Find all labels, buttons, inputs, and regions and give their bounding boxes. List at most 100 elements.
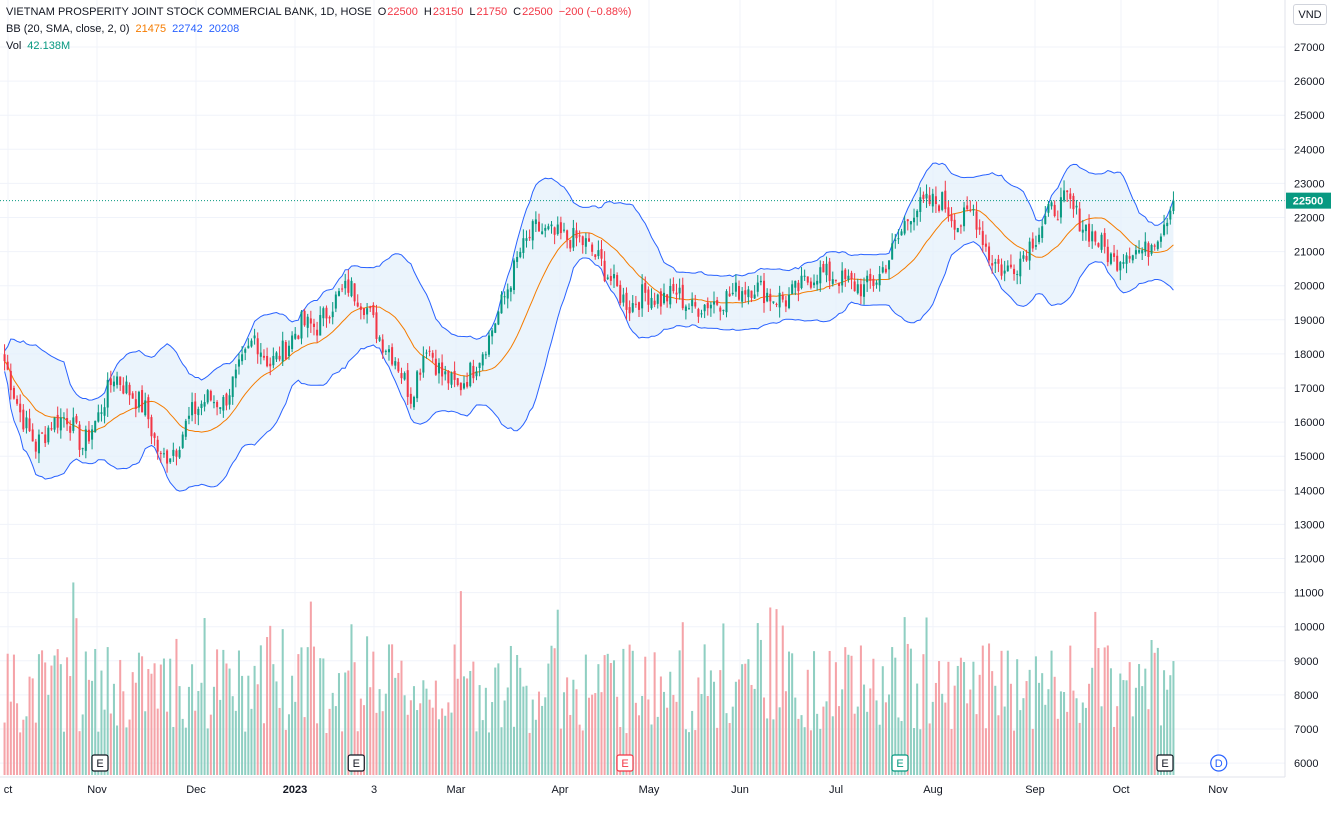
x-axis[interactable]: ct Nov Dec 2023 3 Mar Apr May Jun Jul Aug Sep Oct Nov bbox=[0, 776, 1285, 796]
volume-bar bbox=[294, 701, 297, 775]
candle-body bbox=[1063, 190, 1066, 201]
y-tick-label: 6000 bbox=[1294, 758, 1318, 770]
volume-bar bbox=[625, 733, 628, 775]
candle-body bbox=[100, 412, 103, 414]
candle-body bbox=[556, 224, 559, 235]
volume-bar bbox=[341, 731, 344, 775]
candle-body bbox=[872, 278, 875, 286]
bb-label[interactable]: BB (20, SMA, close, 2, 0) bbox=[6, 23, 130, 35]
volume-bar bbox=[459, 591, 462, 775]
volume-bar bbox=[953, 685, 956, 775]
candle-body bbox=[406, 370, 409, 397]
x-tick-label: Dec bbox=[186, 784, 206, 796]
candle-body bbox=[606, 277, 609, 279]
volume-bar bbox=[888, 694, 891, 775]
volume-bar bbox=[1053, 676, 1056, 775]
volume-bar bbox=[656, 716, 659, 775]
volume-bar bbox=[800, 715, 803, 775]
volume-bar bbox=[328, 708, 331, 775]
candle-body bbox=[62, 417, 65, 419]
y-axis[interactable]: 27000 26000 25000 24000 23000 22000 21000 20000… bbox=[1284, 0, 1325, 777]
volume-bar bbox=[1125, 680, 1128, 775]
volume-bar bbox=[1025, 681, 1028, 775]
event-label: E bbox=[1161, 758, 1168, 770]
candle-body bbox=[344, 280, 347, 289]
candle-body bbox=[753, 294, 756, 299]
candle-body bbox=[1113, 253, 1116, 257]
candle-body bbox=[875, 282, 878, 285]
candle-body bbox=[1109, 253, 1112, 264]
candle-body bbox=[425, 352, 428, 354]
candle-body bbox=[831, 279, 834, 284]
candle-body bbox=[284, 342, 287, 360]
volume-bar bbox=[506, 687, 509, 775]
volume-bar bbox=[1097, 648, 1100, 775]
volume-bar bbox=[525, 685, 528, 775]
candle-body bbox=[341, 288, 344, 290]
volume-bar bbox=[753, 688, 756, 775]
volume-bar bbox=[891, 647, 894, 775]
candle-body bbox=[816, 280, 819, 285]
candle-body bbox=[956, 227, 959, 233]
candle-body bbox=[609, 276, 612, 281]
candle-body bbox=[800, 275, 803, 289]
candle-body bbox=[687, 308, 691, 310]
volume-bar bbox=[597, 664, 600, 775]
volume-bar bbox=[384, 693, 387, 775]
volume-bar bbox=[1009, 683, 1012, 775]
candle-body bbox=[466, 382, 469, 387]
candle-body bbox=[925, 193, 928, 199]
x-tick-label: Oct bbox=[1112, 784, 1129, 796]
candle-body bbox=[497, 311, 500, 325]
volume-bar bbox=[509, 645, 512, 775]
candle-body bbox=[225, 393, 228, 406]
volume-bar bbox=[481, 720, 484, 775]
volume-bar bbox=[1000, 650, 1003, 775]
open-label: O bbox=[377, 6, 387, 18]
candle-body bbox=[625, 292, 628, 310]
volume-bar bbox=[612, 660, 616, 775]
candle-body bbox=[475, 371, 478, 377]
x-tick-label: May bbox=[639, 784, 660, 796]
volume-bar bbox=[1088, 683, 1091, 775]
volume-bar bbox=[628, 644, 631, 775]
candle-body bbox=[528, 236, 531, 239]
volume-bar bbox=[309, 601, 312, 775]
volume-bar bbox=[637, 715, 641, 775]
volume-bar bbox=[156, 708, 159, 775]
volume-bar bbox=[925, 617, 928, 775]
volume-bar bbox=[81, 714, 84, 775]
y-tick-label: 13000 bbox=[1294, 519, 1325, 531]
volume-bar bbox=[619, 726, 622, 775]
bb-fill bbox=[4, 163, 1174, 492]
volume-bar bbox=[344, 672, 347, 775]
volume-bar bbox=[941, 693, 944, 775]
volume-bar bbox=[134, 682, 137, 775]
candle-body bbox=[409, 393, 412, 404]
volume-bars bbox=[3, 582, 1175, 775]
volume-bar bbox=[334, 706, 337, 775]
candle-body bbox=[350, 280, 353, 297]
candle-body bbox=[353, 283, 356, 302]
volume-bar bbox=[47, 694, 50, 775]
candle-body bbox=[300, 311, 303, 339]
candle-body bbox=[1025, 255, 1028, 261]
candle-body bbox=[822, 263, 825, 273]
volume-bar bbox=[575, 689, 578, 775]
candle-body bbox=[400, 373, 403, 379]
volume-bar bbox=[1075, 698, 1078, 775]
x-tick-label: Nov bbox=[1208, 784, 1228, 796]
candle-body bbox=[16, 398, 19, 404]
high-label: H bbox=[423, 6, 432, 18]
volume-bar bbox=[534, 719, 537, 775]
vol-label[interactable]: Vol bbox=[6, 40, 22, 52]
volume-bar bbox=[847, 654, 850, 775]
volume-bar bbox=[694, 730, 697, 775]
currency-button[interactable]: VND bbox=[1293, 4, 1327, 25]
symbol-title[interactable]: VIETNAM PROSPERITY JOINT STOCK COMMERCIA… bbox=[6, 6, 372, 18]
volume-bar bbox=[150, 673, 153, 775]
candle-body bbox=[303, 310, 306, 326]
